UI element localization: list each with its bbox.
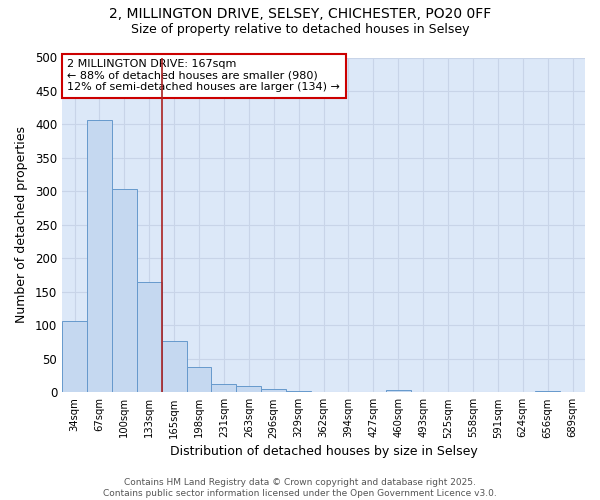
- X-axis label: Distribution of detached houses by size in Selsey: Distribution of detached houses by size …: [170, 444, 478, 458]
- Bar: [286, 391, 311, 392]
- Bar: [112, 190, 137, 392]
- Text: 2, MILLINGTON DRIVE, SELSEY, CHICHESTER, PO20 0FF: 2, MILLINGTON DRIVE, SELSEY, CHICHESTER,…: [109, 8, 491, 22]
- Bar: [87, 120, 112, 392]
- Text: Size of property relative to detached houses in Selsey: Size of property relative to detached ho…: [131, 22, 469, 36]
- Text: 2 MILLINGTON DRIVE: 167sqm
← 88% of detached houses are smaller (980)
12% of sem: 2 MILLINGTON DRIVE: 167sqm ← 88% of deta…: [67, 59, 340, 92]
- Bar: [261, 389, 286, 392]
- Bar: [236, 386, 261, 392]
- Bar: [187, 367, 211, 392]
- Bar: [161, 342, 187, 392]
- Bar: [386, 390, 410, 392]
- Bar: [535, 391, 560, 392]
- Text: Contains HM Land Registry data © Crown copyright and database right 2025.
Contai: Contains HM Land Registry data © Crown c…: [103, 478, 497, 498]
- Bar: [137, 282, 161, 393]
- Bar: [62, 320, 87, 392]
- Y-axis label: Number of detached properties: Number of detached properties: [15, 126, 28, 324]
- Bar: [211, 384, 236, 392]
